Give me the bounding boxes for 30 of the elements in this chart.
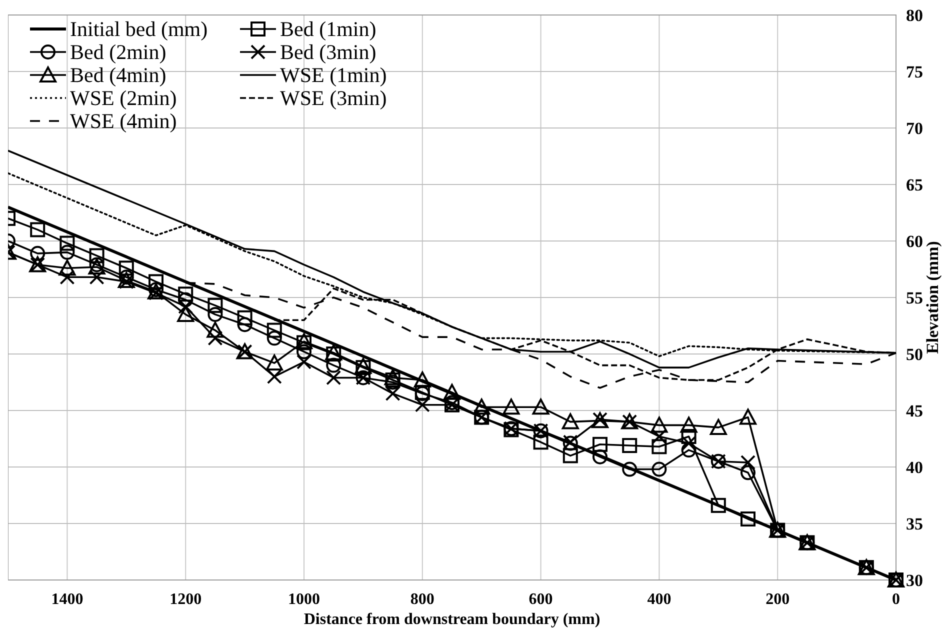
- x-tick-label: 0: [892, 591, 900, 608]
- y-tick-label: 35: [906, 514, 923, 534]
- x-tick-label: 1200: [170, 591, 202, 608]
- y-axis-title: Elevation (mm): [923, 241, 942, 354]
- y-tick-label: 70: [906, 119, 923, 138]
- y-tick-label: 50: [906, 345, 923, 364]
- legend-label: WSE (1min): [280, 63, 387, 87]
- x-tick-label: 800: [410, 591, 434, 608]
- y-tick-label: 40: [906, 458, 923, 477]
- x-tick-label: 200: [766, 591, 790, 608]
- legend-label: Bed (1min): [280, 17, 376, 41]
- y-tick-label: 30: [906, 571, 923, 590]
- legend-label: WSE (2min): [70, 86, 177, 110]
- legend-label: WSE (4min): [70, 109, 177, 133]
- legend-label: Bed (4min): [70, 63, 166, 87]
- y-tick-label: 45: [906, 402, 923, 420]
- x-axis-title: Distance from downstream boundary (mm): [304, 611, 600, 628]
- legend-label: WSE (3min): [280, 86, 387, 110]
- legend-label: Initial bed (mm): [70, 17, 208, 41]
- x-tick-label: 400: [647, 591, 672, 608]
- x-tick-label: 600: [528, 591, 553, 608]
- x-tick-label: 1400: [51, 591, 84, 608]
- y-tick-label: 80: [906, 6, 923, 25]
- legend-label: Bed (2min): [70, 40, 166, 64]
- y-tick-label: 60: [906, 232, 923, 251]
- y-tick-label: 55: [906, 288, 923, 308]
- x-tick-label: 1000: [288, 591, 320, 608]
- legend-label: Bed (3min): [280, 40, 376, 64]
- y-tick-label: 65: [906, 176, 923, 194]
- y-tick-label: 75: [906, 62, 923, 82]
